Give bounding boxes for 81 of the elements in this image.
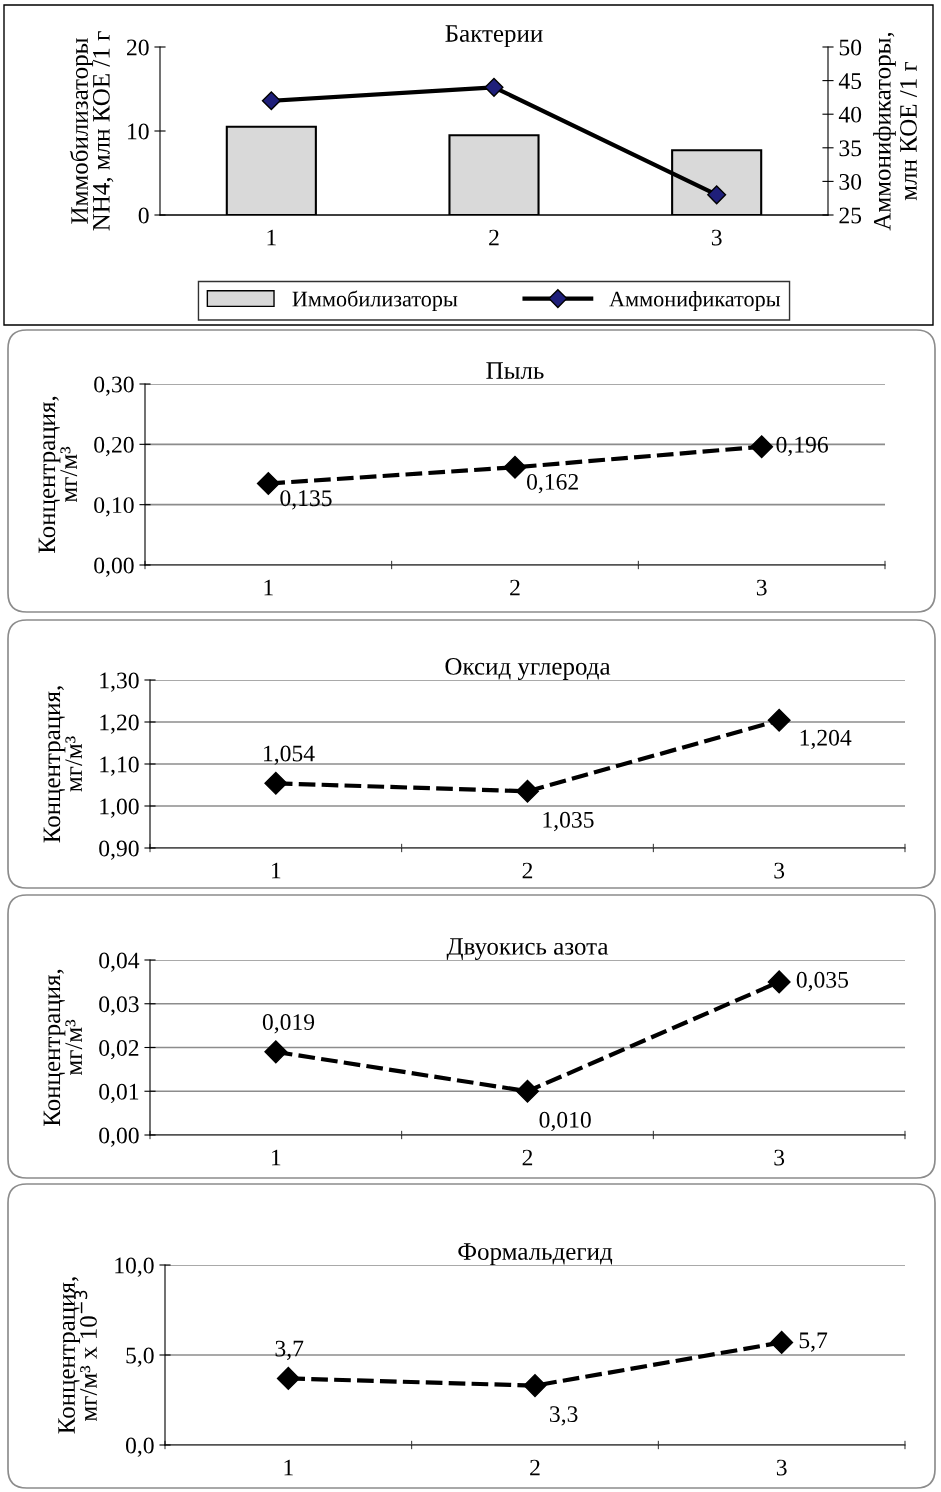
x-tick-label: 1 bbox=[284, 1459, 293, 1476]
point bbox=[516, 779, 539, 803]
point bbox=[516, 1079, 539, 1103]
x-tick-label: 2 bbox=[510, 579, 520, 596]
x-tick-label: 1 bbox=[264, 579, 273, 596]
legend-label: Аммонификаторы bbox=[609, 290, 781, 312]
data-label: 1,204 bbox=[800, 729, 852, 750]
y-tick-label: 0,10 bbox=[94, 497, 134, 517]
x-tick-label: 3 bbox=[774, 1149, 785, 1166]
x-tick-label: 2 bbox=[522, 862, 533, 879]
y-tick-label: 10 bbox=[128, 123, 149, 140]
y-axis-title: Иммобилизаторы NH4, млн КОЕ /1 г bbox=[69, 31, 114, 231]
x-tick-label: 3 bbox=[776, 1459, 787, 1476]
y2-tick-label: 50 bbox=[839, 39, 862, 56]
point bbox=[707, 185, 727, 205]
y-tick-label: 1,10 bbox=[100, 756, 139, 776]
y-tick-label: 0,30 bbox=[94, 376, 134, 396]
y-tick-label: 0,00 bbox=[94, 557, 134, 577]
x-tick-label: 3 bbox=[756, 579, 767, 596]
data-label: 0,135 bbox=[280, 490, 332, 510]
y-tick-label: 0,90 bbox=[99, 840, 139, 860]
x-tick-label: 1 bbox=[267, 229, 276, 246]
point bbox=[767, 970, 791, 994]
chart-title: Бактерии bbox=[445, 25, 543, 47]
y-tick-label: 1,00 bbox=[100, 798, 139, 818]
y-tick-label: 0 bbox=[138, 207, 149, 224]
y2-tick-label: 45 bbox=[838, 73, 862, 90]
y-tick-label: 0,03 bbox=[99, 996, 139, 1016]
point bbox=[264, 771, 288, 795]
y-tick-label: 20 bbox=[127, 39, 149, 56]
data-label: 0,019 bbox=[262, 1014, 315, 1034]
y-tick-label: 10,0 bbox=[115, 1257, 154, 1277]
data-label: 0,162 bbox=[527, 473, 578, 494]
y-tick-label: 0,01 bbox=[99, 1083, 139, 1104]
point bbox=[256, 472, 280, 496]
y2-axis-title: Аммонификаторы, млн КОЕ /1 г bbox=[873, 32, 917, 231]
data-label: 0,035 bbox=[796, 971, 849, 992]
y-tick-label: 1,30 bbox=[100, 672, 139, 692]
point bbox=[484, 77, 504, 97]
y-tick-label: 0,0 bbox=[125, 1437, 154, 1457]
point bbox=[767, 708, 791, 732]
x-tick-label: 3 bbox=[711, 229, 722, 246]
point bbox=[750, 435, 774, 459]
data-label: 1,035 bbox=[543, 811, 594, 832]
x-tick-label: 2 bbox=[530, 1459, 540, 1476]
data-label: 3,7 bbox=[275, 1340, 304, 1360]
y-tick-label: 0,04 bbox=[99, 952, 140, 972]
chart-title: Оксид углерода bbox=[445, 658, 611, 680]
data-label: 5,7 bbox=[799, 1332, 828, 1352]
y-axis-title: Концентрация, мг/м³ bbox=[43, 686, 83, 843]
data-label: 3,3 bbox=[550, 1406, 578, 1426]
point bbox=[261, 91, 281, 111]
x-tick-label: 3 bbox=[774, 862, 785, 879]
y2-tick-label: 40 bbox=[838, 106, 862, 123]
chart-title: Двуокись азота bbox=[446, 938, 609, 960]
data-label: 0,196 bbox=[776, 436, 828, 457]
y-tick-label: 5,0 bbox=[126, 1347, 154, 1367]
y-tick-label: 0,20 bbox=[94, 436, 134, 457]
y2-tick-label: 35 bbox=[839, 140, 862, 157]
y-tick-label: 1,20 bbox=[100, 714, 139, 734]
point bbox=[276, 1366, 300, 1390]
y-axis-title: Концентрация, мг/м³ bbox=[43, 969, 83, 1127]
data-label: 1,054 bbox=[264, 745, 315, 765]
y-axis-title: Концентрация, мг/м³ x 10$^{−3}$ bbox=[58, 1277, 97, 1434]
point bbox=[264, 1040, 288, 1064]
x-tick-label: 1 bbox=[272, 862, 281, 879]
chart-title: Формальдегид bbox=[458, 1243, 613, 1265]
y-tick-label: 0,00 bbox=[99, 1127, 139, 1147]
point bbox=[523, 1374, 547, 1398]
y-tick-label: 0,02 bbox=[99, 1039, 139, 1060]
point bbox=[770, 1330, 794, 1354]
y2-tick-label: 25 bbox=[839, 207, 862, 224]
x-tick-label: 2 bbox=[522, 1149, 533, 1166]
chart-title: Пыль bbox=[486, 362, 544, 379]
y-axis-title: Концентрация, мг/м³ bbox=[38, 396, 78, 554]
point bbox=[503, 455, 527, 479]
y2-tick-label: 30 bbox=[839, 173, 862, 190]
data-label: 0,010 bbox=[539, 1111, 591, 1132]
x-tick-label: 2 bbox=[489, 229, 499, 246]
x-tick-label: 1 bbox=[272, 1149, 281, 1166]
legend-label: Иммобилизаторы bbox=[292, 290, 458, 312]
